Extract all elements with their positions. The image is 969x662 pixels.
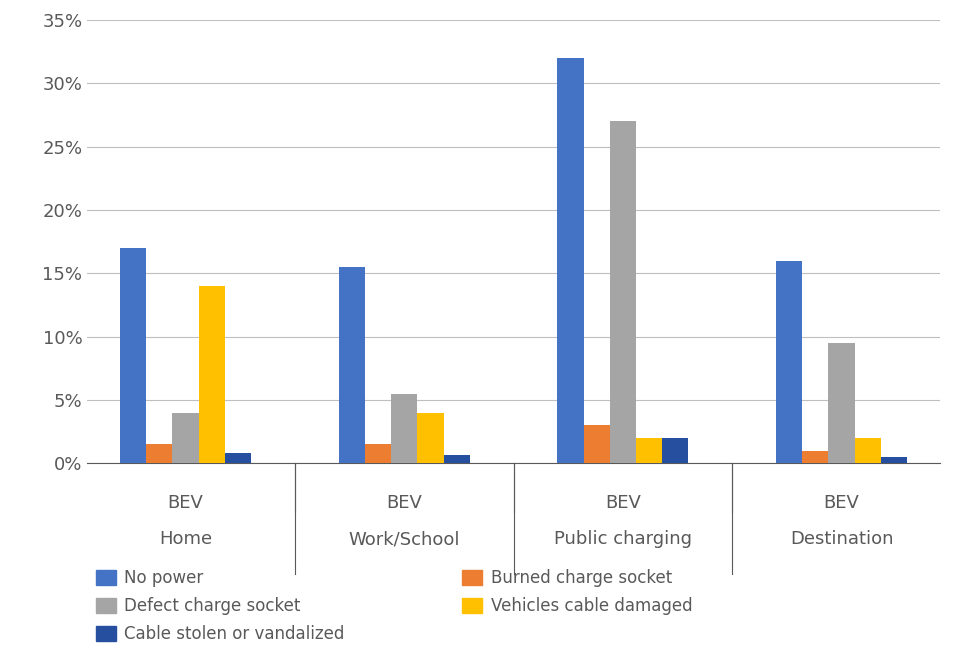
Bar [557,58,583,463]
Bar [365,444,391,463]
Bar [444,455,470,463]
Bar [583,426,610,463]
Text: Destination: Destination [790,530,893,548]
Text: BEV: BEV [605,494,641,512]
Text: Work/School: Work/School [349,530,460,548]
Bar [881,457,907,463]
Bar [120,248,146,463]
Text: Home: Home [159,530,212,548]
Text: BEV: BEV [824,494,860,512]
Bar [855,438,881,463]
Bar [225,453,251,463]
Text: BEV: BEV [168,494,203,512]
Bar [391,394,418,463]
Bar [828,343,855,463]
Bar [802,451,828,463]
Bar [610,121,636,463]
Bar [338,267,365,463]
Bar [776,261,802,463]
Bar [662,438,689,463]
Legend: Burned charge socket, Vehicles cable damaged: Burned charge socket, Vehicles cable dam… [462,569,692,615]
Bar [199,286,225,463]
Bar [146,444,172,463]
Bar [418,412,444,463]
Text: Public charging: Public charging [554,530,692,548]
Bar [636,438,662,463]
Text: BEV: BEV [387,494,422,512]
Bar [172,412,199,463]
